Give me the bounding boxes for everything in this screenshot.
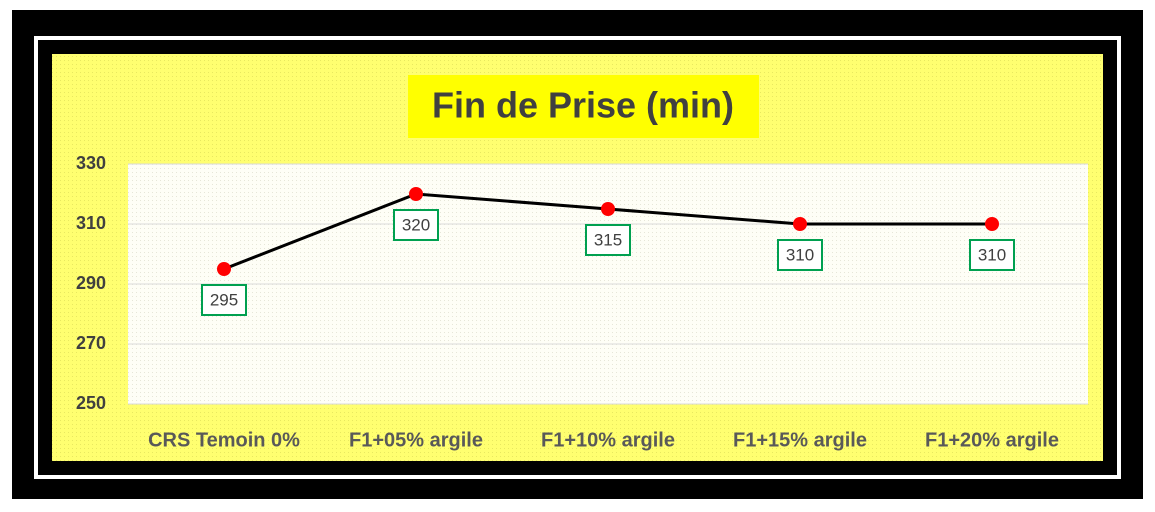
data-label-box	[201, 284, 247, 316]
data-label: 315	[594, 230, 622, 249]
data-point	[793, 217, 807, 231]
x-tick-label: CRS Temoin 0%	[148, 429, 300, 451]
x-tick-label: F1+05% argile	[349, 429, 483, 451]
y-tick-label: 270	[76, 333, 106, 353]
data-point	[601, 202, 615, 216]
title-highlight	[408, 75, 759, 138]
data-label-box	[969, 239, 1015, 271]
data-label-box	[393, 209, 439, 241]
x-tick-label: F1+15% argile	[733, 429, 867, 451]
data-point	[217, 262, 231, 276]
data-label-box	[777, 239, 823, 271]
y-tick-label: 310	[76, 213, 106, 233]
data-point	[409, 187, 423, 201]
data-label-box	[585, 224, 631, 256]
data-label: 310	[978, 245, 1006, 264]
chart-title: Fin de Prise (min)	[432, 85, 734, 126]
data-label: 295	[210, 290, 238, 309]
data-label: 310	[786, 245, 814, 264]
y-tick-label: 290	[76, 273, 106, 293]
data-point	[985, 217, 999, 231]
y-tick-label: 330	[76, 153, 106, 173]
y-tick-label: 250	[76, 393, 106, 413]
data-label: 320	[402, 215, 430, 234]
x-tick-label: F1+20% argile	[925, 429, 1059, 451]
x-tick-label: F1+10% argile	[541, 429, 675, 451]
inner-frame	[34, 36, 1121, 479]
